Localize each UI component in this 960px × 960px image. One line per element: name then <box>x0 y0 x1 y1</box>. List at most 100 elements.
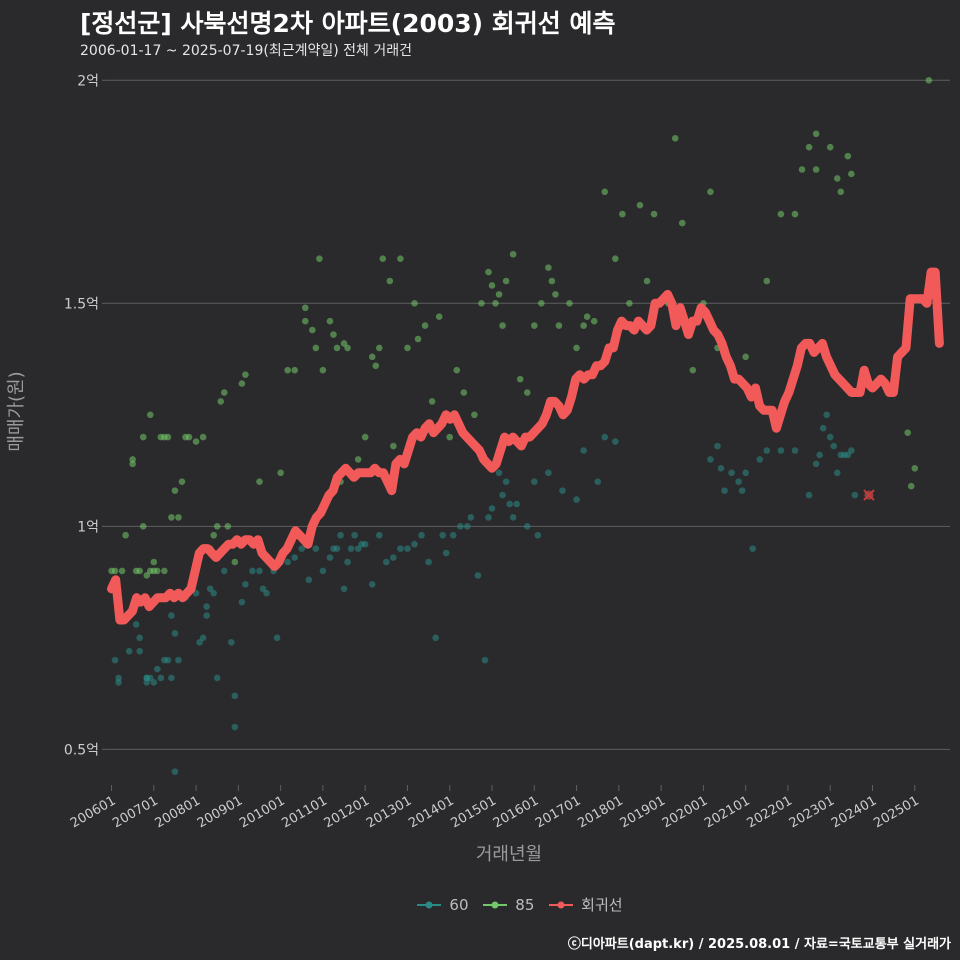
scatter-point-60 <box>242 580 249 588</box>
scatter-point-60 <box>175 656 182 664</box>
scatter-point-85 <box>626 300 633 307</box>
scatter-point-85 <box>319 366 327 374</box>
scatter-point-60 <box>411 540 418 548</box>
scatter-point-85 <box>707 188 714 196</box>
scatter-point-60 <box>368 580 376 588</box>
scatter-point-60 <box>749 545 757 552</box>
scatter-point-85 <box>150 558 158 566</box>
scatter-point-85 <box>530 322 538 329</box>
scatter-point-60 <box>132 621 140 628</box>
scatter-point-85 <box>372 362 380 370</box>
scatter-point-85 <box>812 130 820 138</box>
scatter-point-60 <box>442 549 450 557</box>
scatter-point-60 <box>513 500 520 508</box>
scatter-point-85 <box>256 478 263 486</box>
x-axis-title: 거래년월 <box>476 844 542 865</box>
scatter-point-60 <box>157 674 165 682</box>
scatter-point-85 <box>326 317 334 325</box>
scatter-point-85 <box>143 572 151 579</box>
scatter-point-60 <box>136 634 144 642</box>
scatter-point-85 <box>164 433 172 441</box>
scatter-point-60 <box>354 545 362 552</box>
chart-title: [정선군] 사북선명2차 아파트(2003) 회귀선 예측 <box>80 9 616 38</box>
scatter-point-60 <box>203 603 210 610</box>
scatter-point-85 <box>590 317 598 325</box>
x-tick-label: 201801 <box>575 793 625 831</box>
scatter-point-85 <box>805 143 813 151</box>
scatter-point-85 <box>379 255 387 263</box>
scatter-point-60 <box>601 433 609 441</box>
scatter-point-85 <box>478 300 485 307</box>
scatter-point-60 <box>488 505 496 512</box>
scatter-point-60 <box>457 523 464 530</box>
scatter-point-60 <box>390 554 397 561</box>
scatter-point-85 <box>671 134 679 142</box>
y-tick-label: 0.5억 <box>64 742 99 758</box>
scatter-point-60 <box>742 469 749 477</box>
legend-item-60[interactable]: 60 <box>417 896 469 914</box>
scatter-point-85 <box>538 300 545 307</box>
scatter-point-60 <box>150 679 158 686</box>
scatter-point-60 <box>717 465 725 472</box>
scatter-point-60 <box>213 674 221 682</box>
scatter-point-85 <box>763 277 771 285</box>
x-tick-label: 202001 <box>660 793 710 831</box>
scatter-point-85 <box>460 389 468 396</box>
x-tick-label: 201601 <box>491 793 541 831</box>
scatter-point-60 <box>284 558 291 566</box>
scatter-point-60 <box>196 638 203 646</box>
scatter-point-85 <box>573 344 580 352</box>
scatter-point-85 <box>301 304 309 312</box>
scatter-point-60 <box>728 469 735 477</box>
scatter-point-60 <box>256 567 263 575</box>
scatter-point-85 <box>309 326 316 334</box>
scatter-point-60 <box>805 491 813 499</box>
scatter-point-60 <box>848 447 855 454</box>
scatter-point-85 <box>833 175 841 182</box>
scatter-point-85 <box>368 353 376 361</box>
scatter-point-60 <box>485 514 492 521</box>
scatter-point-60 <box>449 531 457 539</box>
scatter-point-60 <box>312 545 320 552</box>
scatter-point-60 <box>111 656 119 664</box>
scatter-point-85 <box>492 300 499 307</box>
scatter-point-60 <box>502 478 510 486</box>
scatter-point-85 <box>139 523 147 530</box>
scatter-point-85 <box>453 366 461 374</box>
legend-item-regression[interactable]: 회귀선 <box>549 894 623 915</box>
scatter-point-85 <box>199 433 207 441</box>
scatter-point-85 <box>435 313 443 320</box>
scatter-point-85 <box>231 558 239 566</box>
scatter-point-60 <box>464 523 471 530</box>
scatter-point-85 <box>161 567 168 575</box>
scatter-point-85 <box>224 523 232 530</box>
y-tick-label: 1.5억 <box>64 296 99 312</box>
scatter-point-60 <box>523 523 531 530</box>
y-tick-label: 2억 <box>77 73 99 89</box>
scatter-point-60 <box>383 558 390 566</box>
scatter-point-60 <box>203 612 210 619</box>
scatter-point-60 <box>573 496 580 503</box>
scatter-point-85 <box>171 487 179 494</box>
scatter-point-85 <box>316 255 323 263</box>
scatter-point-60 <box>439 531 446 539</box>
scatter-point-85 <box>390 442 397 450</box>
x-tick-label: 201901 <box>618 793 668 831</box>
footer-credit: ⓒ디아파트(dapt.kr) / 2025.08.01 / 자료=국토교통부 실… <box>567 937 951 952</box>
scatter-point-85 <box>689 366 697 374</box>
scatter-point-85 <box>175 514 182 521</box>
scatter-point-85 <box>844 152 852 160</box>
scatter-point-85 <box>129 460 136 468</box>
scatter-point-60 <box>791 447 799 454</box>
scatter-point-60 <box>738 487 746 494</box>
scatter-point-60 <box>612 438 619 445</box>
scatter-point-60 <box>816 451 823 459</box>
scatter-point-60 <box>812 460 820 468</box>
scatter-point-60 <box>206 585 214 593</box>
scatter-point-60 <box>397 545 404 552</box>
scatter-point-85 <box>678 219 686 227</box>
scatter-point-85 <box>619 210 626 218</box>
scatter-point-85 <box>301 317 309 325</box>
scatter-point-85 <box>122 531 129 539</box>
legend-item-85[interactable]: 85 <box>483 896 534 914</box>
